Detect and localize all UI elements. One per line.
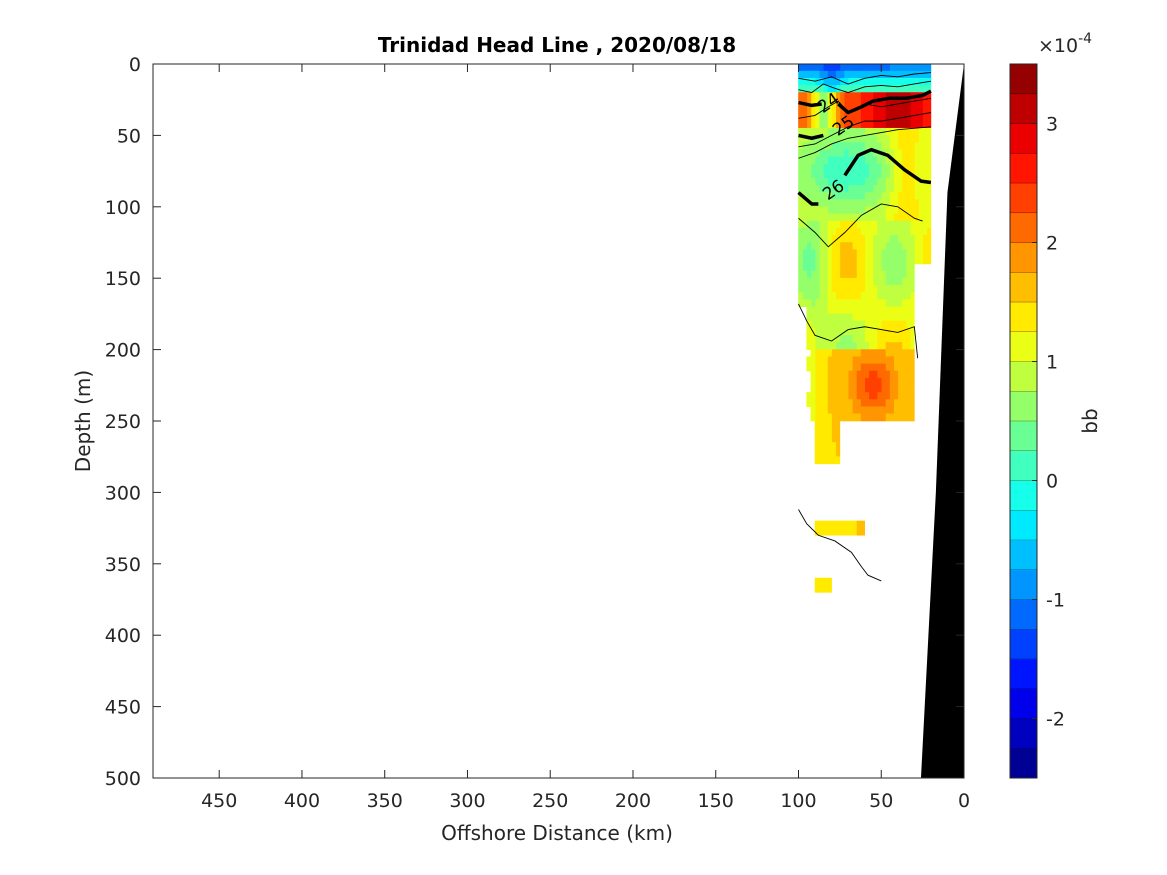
contour-line-major xyxy=(798,133,824,141)
colorbar-segment xyxy=(1010,569,1037,600)
colorbar-tick-label: 0 xyxy=(1046,471,1058,493)
contour-line xyxy=(798,303,919,359)
colorbar-segment xyxy=(1010,361,1037,392)
density-contours xyxy=(797,72,932,582)
y-tick-label: 300 xyxy=(105,482,141,504)
colorbar-segment xyxy=(1010,272,1037,303)
y-tick-label: 200 xyxy=(105,340,141,362)
colorbar-segment xyxy=(1010,64,1037,95)
colorbar-tick-label: -1 xyxy=(1046,590,1065,612)
colorbar-segment xyxy=(1010,183,1037,214)
colorbar-segment xyxy=(1010,242,1037,273)
y-tick-label: 250 xyxy=(105,411,141,433)
contour-line-major xyxy=(798,100,822,108)
colorbar-exponent-base: ×10 xyxy=(1038,35,1078,57)
y-tick-label: 50 xyxy=(117,125,141,147)
colorbar-label: bb xyxy=(1078,408,1102,433)
colorbar-segment xyxy=(1010,331,1037,362)
y-tick-label: 0 xyxy=(129,54,141,76)
colorbar-segment xyxy=(1010,688,1037,719)
colorbar-segment xyxy=(1010,748,1037,779)
colorbar-tick-label: 3 xyxy=(1046,114,1058,136)
y-tick-label: 400 xyxy=(105,625,141,647)
colorbar-tick-label: -2 xyxy=(1046,709,1065,731)
colorbar-segment xyxy=(1010,659,1037,690)
x-tick-label: 0 xyxy=(958,790,970,812)
colorbar-ticks: -2 -1 0 1 2 3 xyxy=(1032,114,1065,731)
contour-line-major xyxy=(843,147,932,185)
colorbar-box xyxy=(1009,63,1038,779)
x-tick-label: 50 xyxy=(869,790,893,812)
y-tick-label: 100 xyxy=(105,197,141,219)
chart-title: Trinidad Head Line , 2020/08/18 xyxy=(378,33,736,57)
contour-line xyxy=(798,72,931,85)
x-tick-label: 400 xyxy=(284,790,320,812)
x-axis-ticks: 450 400 350 300 250 200 150 100 50 0 xyxy=(201,64,970,812)
colorbar-segment xyxy=(1010,510,1037,541)
colorbar-exponent: ×10-4 xyxy=(1038,31,1092,57)
colorbar-segment xyxy=(1010,153,1037,184)
colorbar-segment xyxy=(1010,480,1037,511)
colorbar-tick-label: 1 xyxy=(1046,352,1058,374)
colorbar-segment xyxy=(1010,302,1037,333)
colorbar-segment xyxy=(1010,629,1037,660)
colorbar-segment xyxy=(1010,93,1037,124)
contour-line xyxy=(798,203,923,248)
contour-line-major xyxy=(797,191,819,206)
x-tick-label: 100 xyxy=(780,790,816,812)
x-axis-label: Offshore Distance (km) xyxy=(441,821,673,845)
x-tick-label: 250 xyxy=(532,790,568,812)
colorbar-segment xyxy=(1010,123,1037,154)
colorbar-segment xyxy=(1010,450,1037,481)
contour-line xyxy=(798,126,931,159)
y-tick-label: 350 xyxy=(105,554,141,576)
y-axis-label: Depth (m) xyxy=(71,370,95,472)
contour-line xyxy=(798,80,931,94)
colorbar-segment xyxy=(1010,718,1037,749)
contour-line xyxy=(798,509,882,582)
y-tick-label: 500 xyxy=(105,768,141,790)
x-tick-label: 450 xyxy=(201,790,237,812)
colorbar-exponent-power: -4 xyxy=(1078,31,1092,47)
x-tick-label: 200 xyxy=(615,790,651,812)
y-tick-label: 150 xyxy=(105,268,141,290)
colorbar-segment xyxy=(1010,540,1037,571)
bathymetry-shape xyxy=(920,64,964,778)
contour-line xyxy=(798,112,931,148)
y-tick-label: 450 xyxy=(105,697,141,719)
x-tick-label: 150 xyxy=(698,790,734,812)
colorbar-segment xyxy=(1010,421,1037,452)
colorbar-segment xyxy=(1010,391,1037,422)
x-tick-label: 350 xyxy=(367,790,403,812)
y-axis-ticks: 0 50 100 150 200 250 300 350 400 450 500 xyxy=(105,54,964,790)
colorbar-segment xyxy=(1010,599,1037,630)
contour-line-major xyxy=(837,89,932,115)
colorbar xyxy=(1010,64,1037,779)
colorbar-segment xyxy=(1010,212,1037,243)
colorbar-tick-label: 2 xyxy=(1046,233,1058,255)
x-tick-label: 300 xyxy=(449,790,485,812)
